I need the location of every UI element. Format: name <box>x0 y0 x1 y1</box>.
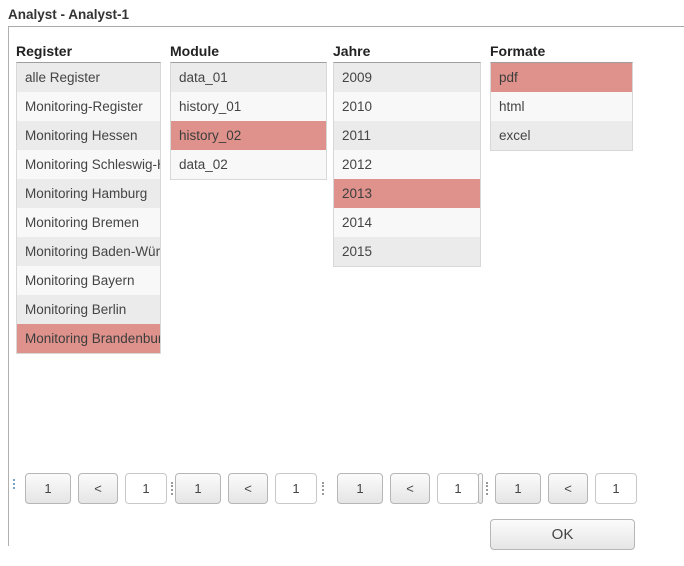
list-item[interactable]: Monitoring Hessen <box>17 121 160 150</box>
list-item[interactable]: data_02 <box>171 150 326 179</box>
list-item[interactable]: 2010 <box>334 92 480 121</box>
formate-list: pdf html excel <box>490 62 633 151</box>
column-register: Register alle Register Monitoring-Register… <box>16 43 161 354</box>
register-list: alle Register Monitoring-Register Monitori… <box>16 62 161 354</box>
selection-panel: Register alle Register Monitoring-Register… <box>8 26 684 566</box>
pager-page-input[interactable] <box>125 473 167 504</box>
page-title: Analyst - Analyst-1 <box>8 7 130 22</box>
pager-first-button[interactable]: 1 <box>25 473 71 504</box>
column-header-register: Register <box>16 43 73 59</box>
list-item[interactable]: Monitoring Bayern <box>17 266 160 295</box>
panel-left-border <box>8 27 9 546</box>
clipped-button-sliver <box>478 473 483 504</box>
list-item[interactable]: 2012 <box>334 150 480 179</box>
pager-page-input[interactable] <box>275 473 317 504</box>
list-item[interactable]: 2015 <box>334 237 480 266</box>
clipped-button-sliver <box>171 482 173 495</box>
jahre-list: 2009 2010 2011 2012 2013 2014 2015 <box>333 62 481 267</box>
list-item[interactable]: 2014 <box>334 208 480 237</box>
pager-formate: 1 < <box>495 473 637 504</box>
ok-button[interactable]: OK <box>490 519 635 550</box>
clipped-button-sliver <box>322 482 324 495</box>
list-item[interactable]: Monitoring Hamburg <box>17 179 160 208</box>
list-item[interactable]: 2011 <box>334 121 480 150</box>
column-header-jahre: Jahre <box>333 43 371 59</box>
column-jahre: Jahre 2009 2010 2011 2012 2013 2014 2015 <box>333 43 481 267</box>
pager-page-input[interactable] <box>595 473 637 504</box>
list-item[interactable]: Monitoring-Register <box>17 92 160 121</box>
list-item[interactable]: Monitoring Baden-Württemberg <box>17 237 160 266</box>
pager-module: 1 < <box>175 473 317 504</box>
clipped-button-sliver <box>13 479 15 489</box>
column-formate: Formate pdf html excel <box>490 43 633 151</box>
list-item[interactable]: Monitoring Berlin <box>17 295 160 324</box>
list-item[interactable]: Monitoring Brandenburg <box>17 324 160 353</box>
list-item[interactable]: data_01 <box>171 63 326 92</box>
list-item[interactable]: history_02 <box>171 121 326 150</box>
list-item[interactable]: excel <box>491 121 632 150</box>
list-item[interactable]: Monitoring Schleswig-Holstein <box>17 150 160 179</box>
pager-first-button[interactable]: 1 <box>337 473 383 504</box>
list-item[interactable]: 2009 <box>334 63 480 92</box>
list-item[interactable]: html <box>491 92 632 121</box>
pager-prev-button[interactable]: < <box>78 473 118 504</box>
pager-first-button[interactable]: 1 <box>175 473 221 504</box>
pager-page-input[interactable] <box>437 473 479 504</box>
column-header-module: Module <box>170 43 219 59</box>
pager-prev-button[interactable]: < <box>228 473 268 504</box>
list-item[interactable]: pdf <box>491 63 632 92</box>
pager-first-button[interactable]: 1 <box>495 473 541 504</box>
clipped-button-sliver <box>486 482 488 495</box>
module-list: data_01 history_01 history_02 data_02 <box>170 62 327 180</box>
list-item[interactable]: alle Register <box>17 63 160 92</box>
pager-register: 1 < <box>25 473 167 504</box>
list-item[interactable]: history_01 <box>171 92 326 121</box>
list-item[interactable]: Monitoring Bremen <box>17 208 160 237</box>
pager-prev-button[interactable]: < <box>548 473 588 504</box>
pager-prev-button[interactable]: < <box>390 473 430 504</box>
pager-jahre: 1 < <box>337 473 479 504</box>
column-module: Module data_01 history_01 history_02 data_02 <box>170 43 327 180</box>
list-item[interactable]: 2013 <box>334 179 480 208</box>
column-header-formate: Formate <box>490 43 546 59</box>
